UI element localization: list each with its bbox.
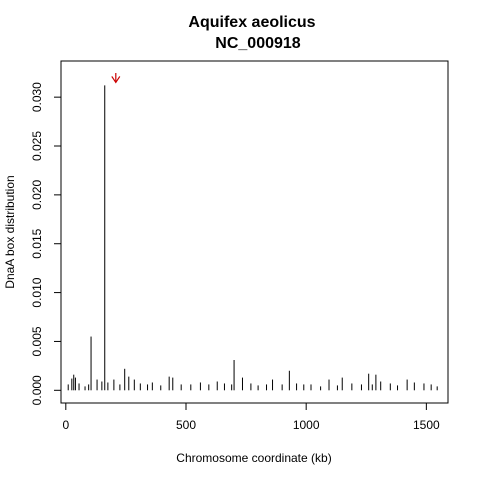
arrow-icon: [111, 76, 121, 84]
plot-frame: [60, 60, 449, 404]
y-tick-label: 0.020: [30, 180, 44, 210]
chart-title: Aquifex aeolicus: [188, 14, 315, 31]
chart-subtitle: NC_000918: [215, 35, 301, 52]
y-axis-label: DnaA box distribution: [3, 175, 17, 288]
x-axis-label: Chromosome coordinate (kb): [176, 451, 331, 465]
y-tick-label: 0.000: [30, 375, 44, 405]
y-tick-label: 0.005: [30, 326, 44, 356]
y-tick-label: 0.030: [30, 82, 44, 112]
x-tick-label: 500: [176, 418, 196, 432]
y-tick-label: 0.025: [30, 131, 44, 161]
x-tick-label: 1000: [293, 418, 320, 432]
y-tick-label: 0.015: [30, 228, 44, 258]
x-axis: 0 500 1000 1500: [62, 402, 440, 432]
origin-marker: [111, 73, 121, 84]
x-tick-label: 0: [62, 418, 69, 432]
bars-group: [67, 85, 438, 391]
x-tick-label: 1500: [413, 418, 440, 432]
y-tick-label: 0.010: [30, 277, 44, 307]
y-axis: 0.000 0.005 0.010 0.015 0.020 0.025 0.030: [30, 82, 62, 405]
